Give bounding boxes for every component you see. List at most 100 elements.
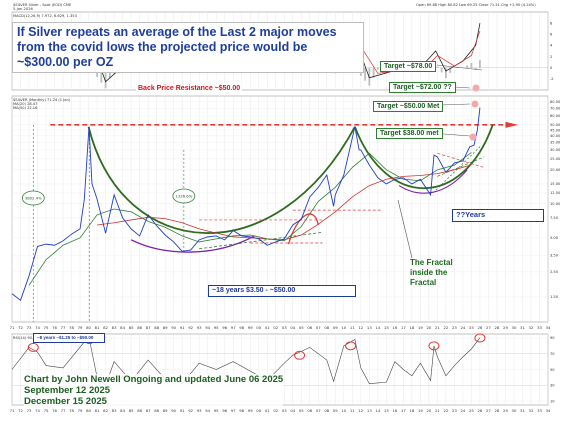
y-tick-label: 25.00 (550, 157, 561, 161)
x-tick-label: 21 (435, 408, 440, 413)
price-legend: $SILVER (Monthly) 71.24 (1 Jan) (13, 98, 71, 102)
x-tick-label: 14 (375, 325, 380, 330)
macd-histogram-bar (376, 67, 379, 70)
x-tick-label: 29 (503, 325, 508, 330)
macd-histogram-bar (466, 65, 469, 68)
x-tick-label: 34 (546, 408, 551, 413)
x-tick-label: 17 (401, 408, 406, 413)
x-tick-label: 76 (52, 408, 57, 413)
x-tick-label: 74 (35, 325, 40, 330)
x-tick-label: 14 (375, 408, 380, 413)
target-38-label: Target $38.00 met (376, 128, 443, 139)
gain-pct-2: 1326.6% (175, 193, 192, 198)
x-tick-label: 79 (78, 408, 83, 413)
x-tick-label: 16 (392, 408, 397, 413)
x-tick-label: 08 (324, 325, 329, 330)
macd-histogram-bar (104, 67, 107, 89)
x-tick-label: 23 (452, 408, 457, 413)
rsi-line (11, 337, 481, 386)
x-tick-label: 95 (214, 325, 219, 330)
x-tick-label: 11 (350, 325, 355, 330)
x-tick-label: 73 (27, 408, 32, 413)
x-tick-label: 85 (129, 408, 134, 413)
x-tick-label: 94 (205, 325, 210, 330)
macd-histogram-bar (470, 62, 473, 68)
x-tick-label: 24 (460, 325, 465, 330)
years-question-box: ??Years (452, 209, 544, 222)
x-tick-label: 96 (222, 408, 227, 413)
rsi-tick-label: 90 (550, 336, 555, 340)
y-tick-label: 5.00 (550, 236, 559, 240)
x-tick-label: 11 (350, 408, 355, 413)
credit-line-2: September 12 2025 (24, 385, 111, 396)
y-tick-label: 45.00 (550, 128, 561, 132)
target-38-marker (469, 133, 477, 141)
x-tick-label: 82 (103, 325, 108, 330)
x-tick-label: 72 (18, 325, 23, 330)
x-tick-label: 07 (316, 325, 321, 330)
x-tick-label: 97 (231, 325, 236, 330)
x-tick-label: 13 (367, 408, 372, 413)
fractal-annotation: The Fractal inside the Fractal (410, 258, 453, 287)
x-tick-label: 88 (154, 408, 159, 413)
x-tick-label: 92 (188, 325, 193, 330)
eight-years-box: ~8 years ~$1.25 to ~$50.00 (33, 333, 105, 343)
x-tick-label: 82 (103, 408, 108, 413)
x-tick-label: 15 (384, 408, 389, 413)
x-tick-label: 93 (197, 325, 202, 330)
x-tick-label: 98 (239, 408, 244, 413)
macd-tick-label: 6 (550, 33, 553, 37)
macd-histogram-bar (364, 67, 366, 81)
x-tick-label: 71 (10, 408, 15, 413)
x-tick-label: 06 (307, 325, 312, 330)
target-50-pointer (439, 103, 471, 106)
x-tick-label: 19 (418, 325, 423, 330)
x-tick-label: 74 (35, 408, 40, 413)
x-tick-label: 90 (171, 408, 176, 413)
rsi-peak-circle (428, 341, 440, 351)
y-tick-label: 80.00 (550, 100, 561, 104)
fractal-cup-curve (130, 235, 255, 253)
x-tick-label: 00 (256, 408, 261, 413)
x-tick-label: 87 (146, 408, 151, 413)
x-tick-label: 01 (265, 408, 270, 413)
y-tick-label: 30.00 (550, 148, 561, 152)
rsi-tick-label: 50 (550, 368, 555, 372)
x-tick-label: 29 (503, 408, 508, 413)
macd-histogram-bar (108, 67, 111, 79)
macd-histogram-bar (445, 67, 447, 79)
x-tick-label: 93 (197, 408, 202, 413)
ma20-line (28, 152, 472, 286)
x-tick-label: 84 (120, 408, 125, 413)
x-tick-label: 89 (163, 325, 168, 330)
macd-histogram-bar (440, 67, 443, 73)
x-tick-label: 76 (52, 325, 57, 330)
x-tick-label: 33 (537, 408, 542, 413)
x-tick-label: 02 (273, 408, 278, 413)
x-tick-label: 87 (146, 325, 151, 330)
x-tick-label: 28 (495, 325, 500, 330)
target-72-marker (472, 84, 480, 92)
x-tick-label: 08 (324, 408, 329, 413)
x-tick-label: 03 (282, 408, 287, 413)
x-tick-label: 85 (129, 325, 134, 330)
x-tick-label: 81 (95, 408, 100, 413)
y-tick-label: 7.50 (550, 216, 559, 220)
x-tick-label: 12 (358, 325, 363, 330)
x-tick-label: 73 (27, 325, 32, 330)
target-72-label: Target ~$72.00 ?? (389, 82, 456, 93)
y-tick-label: 20.00 (550, 168, 561, 172)
x-tick-label: 89 (163, 408, 168, 413)
ma20-legend: MA(20) 28.47 (13, 102, 37, 106)
x-tick-label: 77 (61, 325, 66, 330)
x-tick-label: 33 (537, 325, 542, 330)
rsi-tick-label: 70 (550, 352, 555, 356)
x-tick-label: 20 (426, 408, 431, 413)
ma50-legend: MA(50) 22.16 (13, 106, 38, 110)
x-tick-label: 26 (478, 408, 483, 413)
x-tick-label: 30 (512, 408, 517, 413)
x-tick-label: 23 (452, 325, 457, 330)
x-tick-label: 06 (307, 408, 312, 413)
x-tick-label: 81 (95, 325, 100, 330)
